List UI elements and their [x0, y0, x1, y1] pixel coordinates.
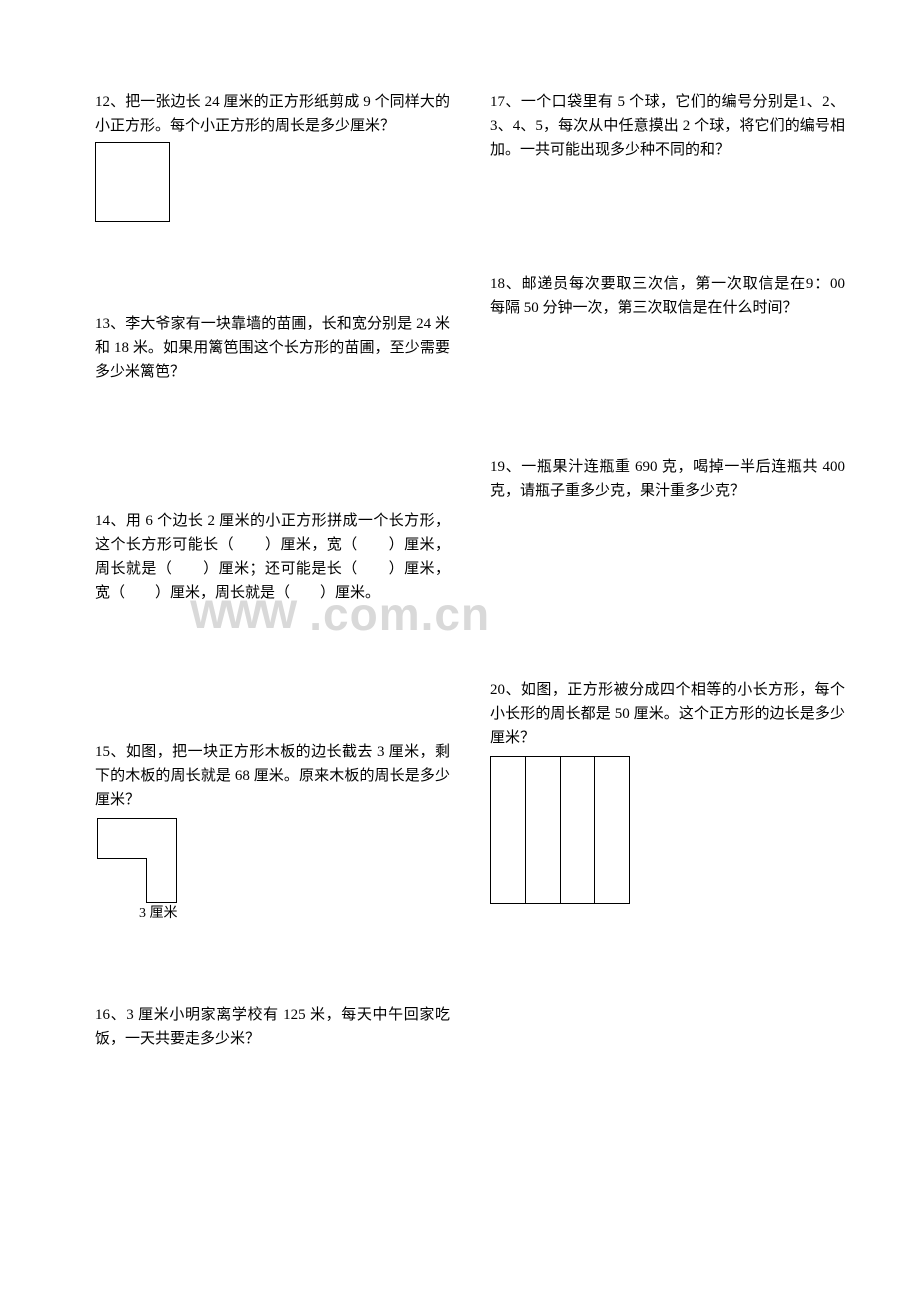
- problem-13: 13、李大爷家有一块靠墙的苗圃，长和宽分别是 24 米和 18 米。如果用篱笆围…: [95, 312, 450, 384]
- problem-15-label: 3 厘米: [139, 903, 178, 925]
- left-column: 12、把一张边长 24 厘米的正方形纸剪成 9 个同样大的小正方形。每个小正方形…: [95, 90, 450, 1141]
- problem-15: 15、如图，把一块正方形木板的边长截去 3 厘米，剩下的木板的周长就是 68 厘…: [95, 740, 450, 903]
- problem-12-text: 12、把一张边长 24 厘米的正方形纸剪成 9 个同样大的小正方形。每个小正方形…: [95, 90, 450, 138]
- problem-12-figure: [95, 142, 170, 222]
- problem-18: 18、邮递员每次要取三次信，第一次取信是在9：00 每隔 50 分钟一次，第三次…: [490, 272, 845, 320]
- problem-12: 12、把一张边长 24 厘米的正方形纸剪成 9 个同样大的小正方形。每个小正方形…: [95, 90, 450, 222]
- problem-17: 17、一个口袋里有 5 个球，它们的编号分别是1、2、3、4、5，每次从中任意摸…: [490, 90, 845, 162]
- content-area: 12、把一张边长 24 厘米的正方形纸剪成 9 个同样大的小正方形。每个小正方形…: [95, 90, 845, 1141]
- problem-17-text: 17、一个口袋里有 5 个球，它们的编号分别是1、2、3、4、5，每次从中任意摸…: [490, 90, 845, 162]
- problem-16-text: 16、3 厘米小明家离学校有 125 米，每天中午回家吃饭，一天共要走多少米？: [95, 1003, 450, 1051]
- problem-15-cut-piece: [97, 858, 147, 903]
- problem-19-text: 19、一瓶果汁连瓶重 690 克，喝掉一半后连瓶共 400 克，请瓶子重多少克，…: [490, 455, 845, 503]
- problem-20: 20、如图，正方形被分成四个相等的小长方形，每个小长形的周长都是 50 厘米。这…: [490, 678, 845, 904]
- problem-14-text: 14、用 6 个边长 2 厘米的小正方形拼成一个长方形，这个长方形可能长（ ）厘…: [95, 509, 450, 605]
- problem-20-cell-1: [491, 757, 526, 903]
- problem-20-cell-2: [526, 757, 561, 903]
- problem-13-text: 13、李大爷家有一块靠墙的苗圃，长和宽分别是 24 米和 18 米。如果用篱笆围…: [95, 312, 450, 384]
- problem-18-text: 18、邮递员每次要取三次信，第一次取信是在9：00 每隔 50 分钟一次，第三次…: [490, 272, 845, 320]
- problem-19: 19、一瓶果汁连瓶重 690 克，喝掉一半后连瓶共 400 克，请瓶子重多少克，…: [490, 455, 845, 503]
- problem-20-cell-3: [561, 757, 596, 903]
- problem-20-cell-4: [595, 757, 629, 903]
- problem-15-figure: 3 厘米: [97, 818, 450, 903]
- problem-16: 16、3 厘米小明家离学校有 125 米，每天中午回家吃饭，一天共要走多少米？: [95, 1003, 450, 1051]
- problem-14: 14、用 6 个边长 2 厘米的小正方形拼成一个长方形，这个长方形可能长（ ）厘…: [95, 509, 450, 605]
- two-column-layout: 12、把一张边长 24 厘米的正方形纸剪成 9 个同样大的小正方形。每个小正方形…: [95, 90, 845, 1141]
- right-column: 17、一个口袋里有 5 个球，它们的编号分别是1、2、3、4、5，每次从中任意摸…: [490, 90, 845, 1141]
- problem-20-figure: [490, 756, 630, 904]
- problem-15-text: 15、如图，把一块正方形木板的边长截去 3 厘米，剩下的木板的周长就是 68 厘…: [95, 740, 450, 812]
- problem-20-text: 20、如图，正方形被分成四个相等的小长方形，每个小长形的周长都是 50 厘米。这…: [490, 678, 845, 750]
